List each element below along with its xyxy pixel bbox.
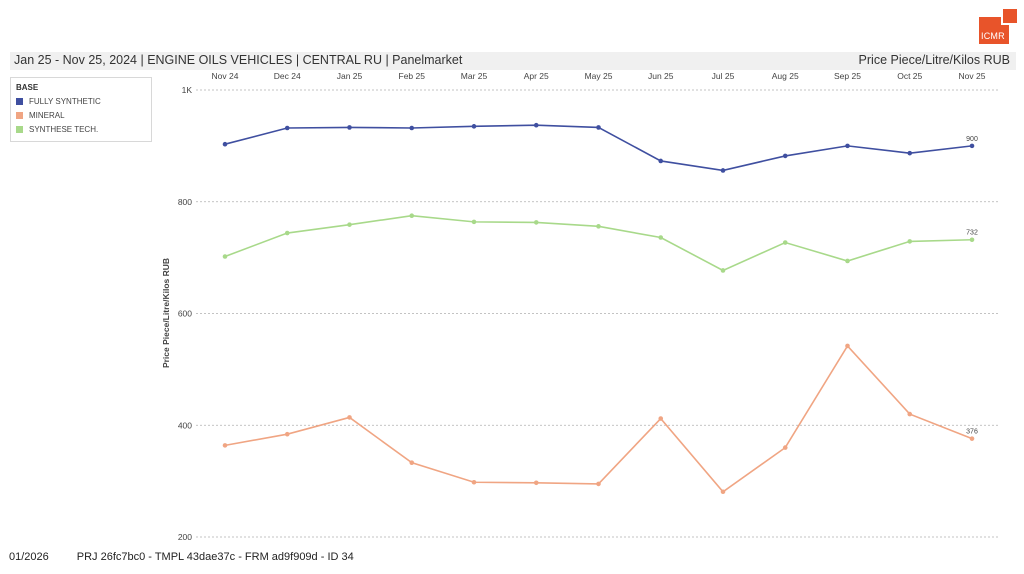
y-tick-label: 200 (178, 532, 192, 542)
logo-text: ICMR (981, 31, 1005, 41)
data-point (471, 124, 477, 129)
x-tick-label: Oct 25 (897, 71, 922, 81)
data-point (596, 481, 601, 487)
data-point (409, 125, 415, 131)
data-point (845, 343, 850, 349)
data-label: 376 (966, 429, 978, 436)
legend-item-mineral[interactable]: MINERAL (16, 111, 65, 121)
data-point (409, 213, 415, 219)
data-point (658, 235, 664, 240)
x-tick-label: Dec 24 (274, 71, 301, 81)
data-point (720, 268, 726, 273)
data-point (782, 153, 788, 159)
x-tick-label: Apr 25 (524, 71, 549, 81)
data-point (471, 479, 477, 485)
x-tick-label: Feb 25 (399, 71, 426, 81)
data-point (409, 460, 415, 465)
x-tick-label: Aug 25 (772, 71, 799, 81)
legend-label: MINERAL (29, 111, 65, 120)
data-point (907, 411, 913, 417)
legend-swatch (16, 98, 23, 105)
legend-item-synthese-tech[interactable]: SYNTHESE TECH. (16, 125, 98, 135)
icmr-logo: ICMR (979, 9, 1017, 44)
data-point (658, 416, 664, 421)
data-point (845, 143, 850, 149)
report-title: Jan 25 - Nov 25, 2024 | ENGINE OILS VEHI… (14, 53, 463, 67)
x-tick-label: Jan 25 (337, 71, 363, 81)
header-bar (10, 52, 1016, 70)
data-point (222, 443, 228, 448)
data-point (658, 158, 664, 164)
logo-square-small (1001, 9, 1017, 25)
legend-label: SYNTHESE TECH. (29, 125, 99, 134)
data-point (720, 168, 726, 173)
data-point (596, 224, 601, 229)
data-point (907, 239, 913, 244)
series-line (224, 124, 973, 172)
x-tick-label: Sep 25 (834, 71, 861, 81)
data-point (222, 141, 228, 147)
legend-item-fully-synthetic[interactable]: FULLY SYNTHETIC (16, 97, 101, 107)
data-point (471, 219, 477, 225)
y-tick-label: 600 (178, 309, 192, 319)
y-tick-label: 1K (182, 85, 193, 95)
x-tick-label: Mar 25 (461, 71, 488, 81)
x-tick-label: Jul 25 (712, 71, 735, 81)
data-label: 900 (966, 136, 978, 143)
data-point (533, 122, 539, 128)
data-point (347, 415, 352, 420)
measure-title: Price Piece/Litre/Kilos RUB (858, 53, 1010, 67)
data-point (782, 445, 788, 450)
chart-legend: BASE FULLY SYNTHETIC MINERAL SYNTHESE TE… (10, 77, 152, 142)
footer-date: 01/2026 (9, 551, 49, 563)
data-point (969, 237, 975, 243)
y-tick-label: 400 (178, 420, 192, 430)
data-point (222, 254, 228, 259)
data-point (284, 230, 290, 236)
data-point (720, 489, 726, 495)
legend-label: FULLY SYNTHETIC (29, 97, 101, 106)
data-point (907, 150, 913, 156)
data-point (596, 125, 601, 130)
y-tick-label: 800 (178, 197, 192, 207)
x-tick-label: May 25 (585, 71, 613, 81)
legend-swatch (16, 112, 23, 119)
footer-ids: PRJ 26fc7bc0 - TMPL 43dae37c - FRM ad9f9… (76, 551, 354, 563)
series-line (224, 344, 973, 493)
data-point (845, 258, 850, 264)
y-axis-title: Price Piece/Litre/Kilos RUB (161, 258, 171, 368)
data-point (533, 220, 539, 225)
data-label: 732 (966, 230, 978, 237)
x-tick-label: Nov 25 (959, 71, 986, 81)
data-point (347, 125, 352, 130)
data-point (533, 480, 539, 486)
data-point (969, 436, 975, 441)
x-tick-label: Jun 25 (648, 71, 674, 81)
data-point (347, 222, 352, 227)
legend-swatch (16, 126, 23, 133)
x-tick-label: Nov 24 (212, 71, 239, 81)
legend-title: BASE (16, 83, 39, 92)
data-point (969, 143, 975, 149)
data-point (284, 431, 290, 437)
data-point (284, 125, 290, 131)
footer: 01/2026 PRJ 26fc7bc0 - TMPL 43dae37c - FR… (9, 551, 354, 563)
series-line (224, 214, 973, 272)
data-point (782, 240, 788, 245)
